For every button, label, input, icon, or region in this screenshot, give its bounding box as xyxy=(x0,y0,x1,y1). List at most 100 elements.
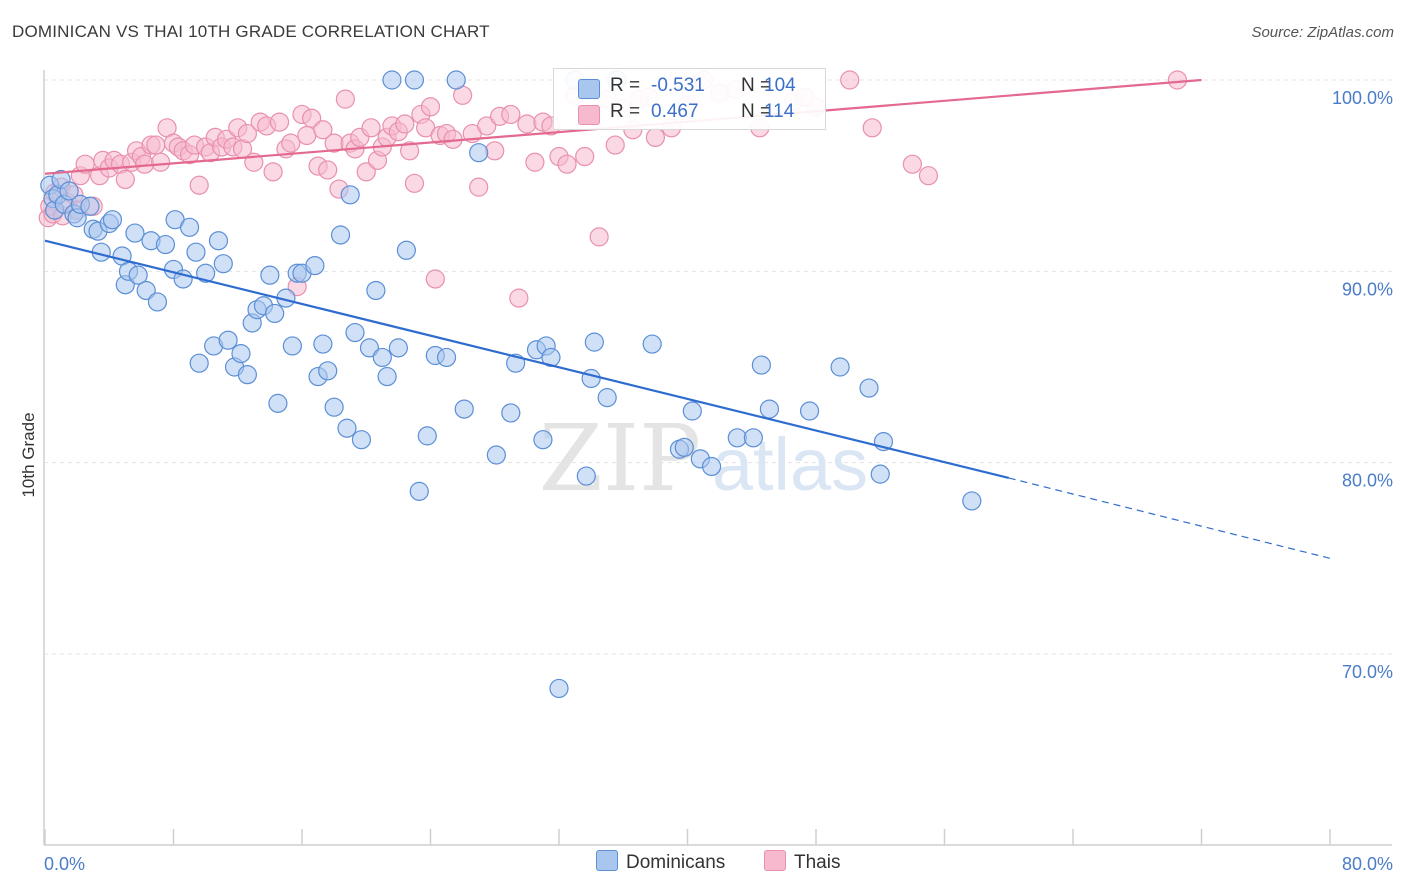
legend-r-label: R = xyxy=(610,101,641,122)
chart-title: DOMINICAN VS THAI 10TH GRADE CORRELATION… xyxy=(12,22,490,41)
data-point-dominicans xyxy=(396,240,417,260)
legend-swatch-blue xyxy=(596,850,618,871)
data-point-dominicans xyxy=(454,399,474,419)
data-point-dominicans xyxy=(125,223,145,243)
stats-legend: R = -0.531 N = 104 R = 0.467 N = 114 xyxy=(553,68,826,130)
data-point-dominicans xyxy=(265,303,285,324)
data-point-thais xyxy=(517,114,537,134)
data-point-dominicans xyxy=(359,338,380,358)
data-point-thais xyxy=(645,127,665,147)
data-point-thais xyxy=(557,154,577,174)
data-point-dominicans xyxy=(541,347,561,368)
data-point-dominicans xyxy=(80,196,100,216)
data-point-thais xyxy=(404,173,425,193)
data-point-thais xyxy=(509,288,529,308)
data-point-dominicans xyxy=(128,265,148,285)
data-point-thais xyxy=(420,97,441,117)
data-point-dominicans xyxy=(268,393,288,413)
y-axis-label: 10th Grade xyxy=(19,412,38,497)
data-point-dominicans xyxy=(830,357,850,377)
data-point-dominicans xyxy=(404,70,425,90)
data-point-thais xyxy=(237,123,257,144)
data-point-thais xyxy=(151,152,171,172)
legend-label: Dominicans xyxy=(626,852,726,873)
data-point-dominicans xyxy=(581,368,601,389)
data-point-thais xyxy=(313,120,333,140)
data-point-thais xyxy=(469,177,489,197)
data-point-dominicans xyxy=(859,378,879,398)
data-point-dominicans xyxy=(179,217,200,237)
data-point-dominicans xyxy=(597,388,617,408)
legend-swatch-blue xyxy=(578,79,600,99)
data-point-thais xyxy=(575,146,595,167)
data-point-thais xyxy=(356,162,376,182)
data-point-thais xyxy=(263,162,283,182)
data-point-dominicans xyxy=(366,280,386,301)
data-point-dominicans xyxy=(351,430,372,450)
data-point-thais xyxy=(1167,70,1188,90)
data-point-dominicans xyxy=(799,401,820,421)
data-point-thais xyxy=(902,154,922,174)
data-point-thais xyxy=(269,112,290,132)
data-point-dominicans xyxy=(136,280,156,301)
trend-line-dominicans-extension xyxy=(1008,477,1331,559)
data-point-dominicans xyxy=(486,445,506,465)
data-point-dominicans xyxy=(155,234,176,255)
data-point-dominicans xyxy=(147,292,168,312)
data-point-thais xyxy=(281,133,301,153)
data-point-dominicans xyxy=(870,464,890,484)
y-tick-label: 70.0% xyxy=(1342,662,1393,682)
data-point-thais xyxy=(918,166,939,186)
data-point-thais xyxy=(318,160,338,180)
data-point-dominicans xyxy=(313,334,333,354)
data-point-dominicans xyxy=(196,263,216,283)
data-point-dominicans xyxy=(318,361,338,381)
x-tick-label: 80.0% xyxy=(1342,854,1393,874)
data-point-dominicans xyxy=(469,143,489,163)
data-point-thais xyxy=(335,89,355,109)
data-point-dominicans xyxy=(324,397,344,417)
y-tick-labels: 100.0% 90.0% 80.0% 70.0% xyxy=(1332,88,1393,682)
data-point-thais xyxy=(146,135,166,155)
legend-label: Thais xyxy=(794,852,841,873)
data-point-dominicans xyxy=(218,330,238,350)
data-point-dominicans xyxy=(409,481,429,501)
data-point-thais xyxy=(501,104,521,125)
trend-line-dominicans xyxy=(44,239,1010,480)
data-point-thais xyxy=(425,269,445,289)
data-point-thais xyxy=(862,118,882,138)
data-point-dominicans xyxy=(701,456,722,477)
data-point-dominicans xyxy=(213,254,233,274)
legend-swatch-pink xyxy=(578,105,600,125)
data-point-dominicans xyxy=(377,366,397,387)
data-point-dominicans xyxy=(260,265,280,285)
data-point-thais xyxy=(525,152,545,172)
data-point-dominicans xyxy=(549,678,569,699)
data-point-dominicans xyxy=(584,332,604,352)
data-point-dominicans xyxy=(337,418,357,438)
legend-item-thais: Thais xyxy=(764,850,840,874)
data-point-dominicans xyxy=(231,344,251,364)
thais-points xyxy=(38,70,1188,308)
data-point-thais xyxy=(605,135,625,155)
legend-n-label: N = xyxy=(741,101,772,122)
data-point-dominicans xyxy=(743,428,763,448)
data-point-dominicans xyxy=(576,466,596,486)
data-point-dominicans xyxy=(330,225,351,245)
data-point-dominicans xyxy=(208,231,229,251)
data-point-dominicans xyxy=(59,181,79,201)
data-point-dominicans xyxy=(501,403,521,423)
y-tick-label: 90.0% xyxy=(1342,279,1393,299)
data-point-dominicans xyxy=(305,255,325,276)
data-point-dominicans xyxy=(682,401,702,421)
legend-r-value: 0.467 xyxy=(651,101,699,122)
legend-n-value: 114 xyxy=(764,101,795,122)
x-tick-labels: 0.0% 80.0% xyxy=(44,854,1393,874)
data-point-dominicans xyxy=(372,347,392,368)
data-point-dominicans xyxy=(436,347,457,368)
data-point-thais xyxy=(485,141,505,161)
data-point-thais xyxy=(302,108,322,128)
data-point-dominicans xyxy=(186,242,206,262)
y-tick-label: 80.0% xyxy=(1342,471,1393,491)
